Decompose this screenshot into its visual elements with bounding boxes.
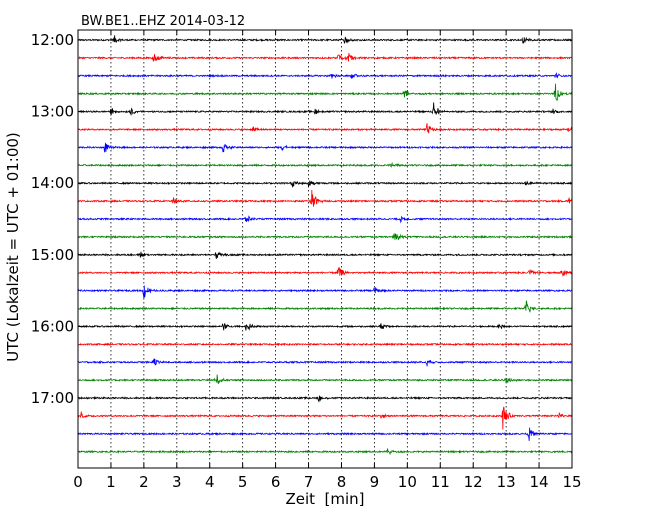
trace-1630: [77, 358, 573, 367]
x-axis-label: Zeit [min]: [285, 490, 364, 508]
y-axis-ticks: 12:00 13:00 14:00 15:00 16:00 17:00: [31, 31, 572, 407]
y-axis-label: UTC (Lokalzeit = UTC + 01:00): [4, 132, 22, 362]
trace-1400: [77, 180, 573, 188]
trace-1245: [77, 83, 573, 101]
y-tick-label: 17:00: [31, 389, 74, 407]
trace-1430: [77, 215, 573, 224]
trace-1500: [77, 251, 573, 260]
y-tick-label: 16:00: [31, 317, 74, 335]
x-tick-label: 11: [431, 473, 450, 491]
trace-1700: [77, 395, 573, 403]
trace-1200: [77, 35, 573, 44]
y-tick-label: 14:00: [31, 174, 74, 192]
x-tick-label: 8: [337, 473, 347, 491]
x-tick-label: 0: [73, 473, 83, 491]
trace-1415: [77, 190, 573, 207]
trace-1215: [77, 52, 573, 62]
x-tick-label: 15: [562, 473, 581, 491]
x-tick-label: 14: [530, 473, 549, 491]
vertical-gridlines: [110, 30, 540, 468]
y-tick-label: 12:00: [31, 31, 74, 49]
trace-1515: [77, 266, 573, 277]
trace-1645: [77, 374, 573, 384]
trace-1230: [77, 71, 573, 79]
trace-1445: [77, 233, 573, 241]
trace-1545: [77, 300, 573, 313]
trace-1345: [77, 161, 573, 168]
y-tick-label: 15:00: [31, 246, 74, 264]
x-tick-label: 12: [464, 473, 483, 491]
x-tick-label: 13: [497, 473, 516, 491]
chart-title: BW.BE1..EHZ 2014-03-12: [81, 14, 245, 29]
trace-group: [77, 35, 573, 456]
x-tick-label: 2: [139, 473, 149, 491]
trace-1330: [77, 142, 573, 153]
trace-1730: [77, 427, 573, 441]
trace-1715: [77, 406, 573, 430]
trace-1615: [77, 342, 573, 347]
trace-1315: [77, 123, 573, 134]
trace-1530: [77, 285, 573, 299]
plot-frame: [77, 29, 573, 469]
x-tick-label: 5: [238, 473, 248, 491]
x-tick-label: 1: [106, 473, 116, 491]
trace-1600: [77, 323, 573, 331]
x-tick-label: 4: [205, 473, 215, 491]
x-axis-ticks: 0 1 2 3 4 5 6 7 8 9 10 11 12 13 14 15: [73, 30, 582, 491]
x-tick-label: 10: [398, 473, 417, 491]
x-tick-label: 7: [304, 473, 314, 491]
y-tick-label: 13:00: [31, 103, 74, 121]
trace-1300: [77, 102, 573, 117]
x-tick-label: 3: [172, 473, 182, 491]
x-tick-label: 6: [271, 473, 281, 491]
x-tick-label: 9: [370, 473, 380, 491]
trace-1745: [77, 448, 573, 456]
